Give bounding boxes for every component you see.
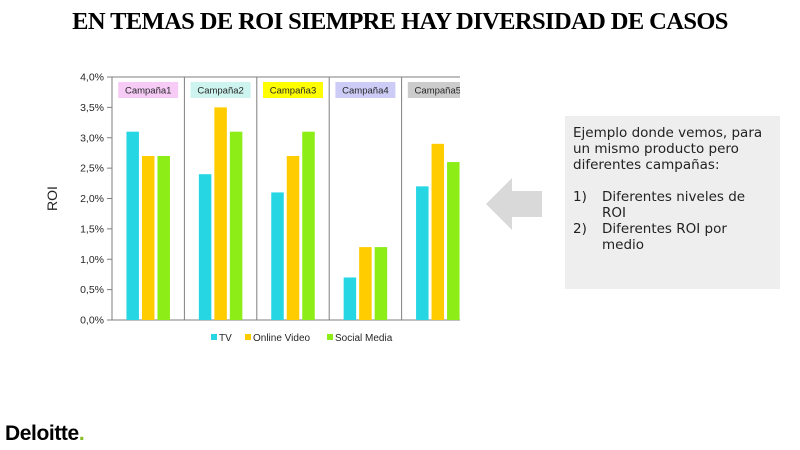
bar bbox=[416, 186, 429, 320]
legend-swatch bbox=[245, 334, 251, 340]
bar bbox=[302, 131, 315, 320]
category-header-label: Campaña3 bbox=[270, 86, 316, 97]
bar bbox=[229, 131, 243, 320]
bar bbox=[141, 155, 155, 320]
y-tick-label: 3,5% bbox=[80, 102, 104, 114]
roi-bar-chart: 0,0% 0,5% 1,0% 1,5% 2,0% 2,5% 3,0% 3,5% 4,0% ROI C… bbox=[44, 72, 460, 344]
deloitte-logo: Deloitte. bbox=[5, 422, 85, 446]
bar bbox=[359, 247, 372, 320]
y-axis-title: ROI bbox=[44, 186, 60, 211]
legend-label: Social Media bbox=[335, 333, 393, 344]
category-header-box bbox=[190, 82, 251, 98]
legend-swatch bbox=[211, 334, 217, 340]
category-header-box bbox=[335, 82, 396, 98]
logo-word: Deloitte bbox=[5, 422, 79, 445]
category-header-box bbox=[118, 82, 179, 98]
category-header-label: Campaña1 bbox=[125, 86, 171, 97]
y-tick-label: 2,5% bbox=[80, 163, 104, 175]
bar bbox=[157, 155, 170, 320]
legend-swatch bbox=[327, 334, 333, 340]
bar bbox=[214, 107, 227, 320]
category-header-label: Campaña2 bbox=[197, 86, 243, 97]
y-tick-label: 2,0% bbox=[80, 193, 104, 205]
explanation-item: 1) Diferentes niveles de ROI bbox=[573, 189, 772, 221]
y-tick-label: 1,0% bbox=[80, 254, 104, 266]
bar bbox=[271, 192, 284, 320]
y-tick-label: 1,5% bbox=[80, 223, 104, 235]
bar bbox=[198, 174, 212, 320]
bar bbox=[126, 131, 139, 320]
explanation-item: 2) Diferentes ROI por medio bbox=[573, 221, 772, 253]
y-tick-label: 4,0% bbox=[80, 72, 104, 84]
slide-title: EN TEMAS DE ROI SIEMPRE HAY DIVERSIDAD D… bbox=[72, 8, 728, 35]
bar bbox=[431, 143, 445, 320]
explanation-list: 1) Diferentes niveles de ROI 2) Diferent… bbox=[573, 189, 772, 253]
explanation-box: Ejemplo donde vemos, para un mismo produ… bbox=[565, 116, 780, 289]
y-tick-label: 0,5% bbox=[80, 284, 104, 296]
bar bbox=[343, 277, 357, 320]
bar bbox=[374, 247, 388, 320]
bar bbox=[447, 162, 460, 320]
explanation-item-text: Diferentes niveles de ROI bbox=[602, 189, 746, 221]
y-tick-label: 0,0% bbox=[80, 315, 104, 327]
category-header-box bbox=[263, 82, 323, 98]
explanation-item-number: 1) bbox=[573, 189, 587, 205]
legend-label: Online Video bbox=[253, 333, 311, 344]
explanation-intro: Ejemplo donde vemos, para un mismo produ… bbox=[573, 125, 763, 173]
category-header-label: Campaña5 bbox=[415, 86, 460, 97]
logo-dot: . bbox=[78, 422, 85, 445]
legend-label: TV bbox=[219, 333, 232, 344]
y-tick-label: 3,0% bbox=[80, 132, 104, 144]
bar bbox=[286, 155, 300, 320]
category-header-box bbox=[407, 82, 460, 98]
left-arrow-icon bbox=[486, 178, 542, 230]
explanation-item-text: Diferentes ROI por medio bbox=[602, 221, 727, 253]
category-header-label: Campaña4 bbox=[342, 86, 388, 97]
explanation-item-number: 2) bbox=[573, 221, 587, 237]
